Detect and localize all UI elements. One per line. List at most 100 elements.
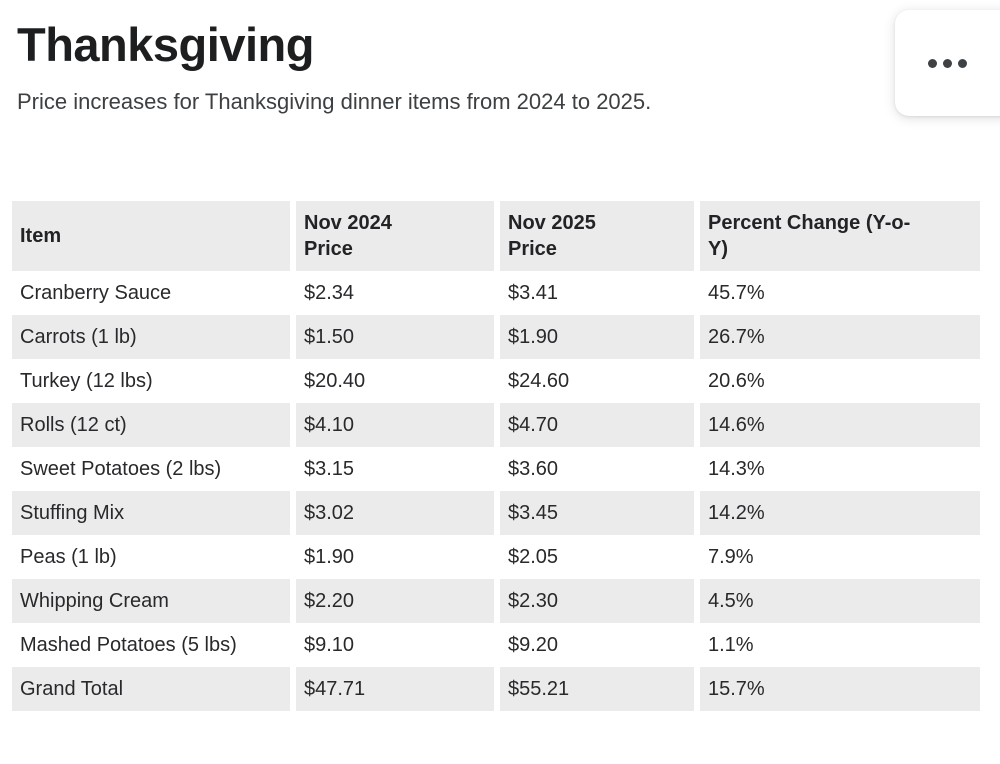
cell-item: Mashed Potatoes (5 lbs) [12, 623, 290, 667]
cell-nov-2024-price: $1.90 [290, 535, 494, 579]
cell-text: $20.40 [304, 370, 366, 392]
cell-nov-2025-price: $9.20 [494, 623, 694, 667]
cell-percent-change: 14.3% [694, 447, 980, 491]
cell-nov-2024-price: $1.50 [290, 315, 494, 359]
cell-text: Whipping Cream [20, 590, 169, 612]
table-row: Whipping Cream $2.20 $2.30 4.5% [12, 579, 980, 623]
table-header-row: Item Nov 2024 Price Nov 2025 Price Perce… [12, 201, 980, 271]
cell-percent-change: 45.7% [694, 271, 980, 315]
cell-text: 45.7% [708, 282, 765, 304]
cell-text: $4.10 [304, 414, 355, 436]
cell-text: $4.70 [508, 414, 559, 436]
cell-text: Peas (1 lb) [20, 546, 117, 568]
cell-nov-2025-price: $4.70 [494, 403, 694, 447]
cell-item: Rolls (12 ct) [12, 403, 290, 447]
cell-nov-2025-price: $3.60 [494, 447, 694, 491]
cell-text: $3.60 [508, 458, 559, 480]
cell-item: Sweet Potatoes (2 lbs) [12, 447, 290, 491]
cell-nov-2024-price: $2.20 [290, 579, 494, 623]
cell-nov-2025-price: $2.30 [494, 579, 694, 623]
cell-text: $3.15 [304, 458, 355, 480]
cell-nov-2025-price: $3.45 [494, 491, 694, 535]
table-row: Turkey (12 lbs) $20.40 $24.60 20.6% [12, 359, 980, 403]
column-header-label: Nov 2024 Price [304, 212, 392, 260]
cell-nov-2025-price: $24.60 [494, 359, 694, 403]
page-subtitle: Price increases for Thanksgiving dinner … [17, 89, 652, 114]
cell-percent-change: 15.7% [694, 667, 980, 711]
cell-nov-2025-price: $55.21 [494, 667, 694, 711]
cell-item: Whipping Cream [12, 579, 290, 623]
cell-percent-change: 14.2% [694, 491, 980, 535]
cell-nov-2024-price: $47.71 [290, 667, 494, 711]
table-row: Peas (1 lb) $1.90 $2.05 7.9% [12, 535, 980, 579]
cell-text: Turkey (12 lbs) [20, 370, 153, 392]
cell-text: 20.6% [708, 370, 765, 392]
cell-text: $2.05 [508, 546, 559, 568]
cell-nov-2024-price: $2.34 [290, 271, 494, 315]
table-row: Mashed Potatoes (5 lbs) $9.10 $9.20 1.1% [12, 623, 980, 667]
cell-text: Stuffing Mix [20, 502, 125, 524]
cell-percent-change: 1.1% [694, 623, 980, 667]
page-title: Thanksgiving [17, 18, 314, 71]
cell-text: $3.02 [304, 502, 355, 524]
column-header-item: Item [12, 201, 290, 271]
cell-text: 14.3% [708, 458, 765, 480]
cell-text: 14.6% [708, 414, 765, 436]
cell-text: Grand Total [20, 678, 124, 700]
table-header: Item Nov 2024 Price Nov 2025 Price Perce… [12, 201, 980, 271]
cell-text: $1.50 [304, 326, 355, 348]
table-row: Sweet Potatoes (2 lbs) $3.15 $3.60 14.3% [12, 447, 980, 491]
cell-text: $2.34 [304, 282, 355, 304]
column-header-percent-change: Percent Change (Y-o-Y) [694, 201, 980, 271]
cell-text: $2.20 [304, 590, 355, 612]
cell-item: Cranberry Sauce [12, 271, 290, 315]
cell-nov-2024-price: $3.02 [290, 491, 494, 535]
cell-item: Peas (1 lb) [12, 535, 290, 579]
cell-item: Grand Total [12, 667, 290, 711]
cell-percent-change: 26.7% [694, 315, 980, 359]
column-header-label: Nov 2025 Price [508, 212, 596, 260]
cell-text: $24.60 [508, 370, 570, 392]
cell-percent-change: 14.6% [694, 403, 980, 447]
cell-text: 4.5% [708, 590, 754, 612]
floating-action-card [895, 10, 1000, 116]
cell-text: 26.7% [708, 326, 765, 348]
ellipsis-icon [957, 58, 967, 68]
table-body: Cranberry Sauce $2.34 $3.41 45.7% Carrot… [12, 271, 980, 711]
table-row: Cranberry Sauce $2.34 $3.41 45.7% [12, 271, 980, 315]
column-header-nov-2024-price: Nov 2024 Price [290, 201, 494, 271]
cell-text: $1.90 [304, 546, 355, 568]
cell-nov-2024-price: $3.15 [290, 447, 494, 491]
cell-text: Mashed Potatoes (5 lbs) [20, 634, 237, 656]
table-row: Stuffing Mix $3.02 $3.45 14.2% [12, 491, 980, 535]
cell-nov-2024-price: $20.40 [290, 359, 494, 403]
cell-text: 14.2% [708, 502, 765, 524]
cell-text: 15.7% [708, 678, 765, 700]
cell-text: Rolls (12 ct) [20, 414, 127, 436]
cell-text: $55.21 [508, 678, 570, 700]
price-table: Item Nov 2024 Price Nov 2025 Price Perce… [12, 201, 980, 711]
cell-text: $3.41 [508, 282, 559, 304]
ellipsis-icon [927, 58, 937, 68]
cell-text: 1.1% [708, 634, 754, 656]
cell-nov-2025-price: $1.90 [494, 315, 694, 359]
cell-text: $3.45 [508, 502, 559, 524]
cell-text: $47.71 [304, 678, 366, 700]
ellipsis-icon [942, 58, 952, 68]
cell-percent-change: 7.9% [694, 535, 980, 579]
table-row: Rolls (12 ct) $4.10 $4.70 14.6% [12, 403, 980, 447]
cell-text: Sweet Potatoes (2 lbs) [20, 458, 222, 480]
cell-nov-2024-price: $4.10 [290, 403, 494, 447]
more-options-button[interactable] [917, 48, 977, 78]
cell-text: $1.90 [508, 326, 559, 348]
cell-text: $9.20 [508, 634, 559, 656]
table-row: Grand Total $47.71 $55.21 15.7% [12, 667, 980, 711]
cell-item: Turkey (12 lbs) [12, 359, 290, 403]
cell-text: Carrots (1 lb) [20, 326, 137, 348]
column-header-nov-2025-price: Nov 2025 Price [494, 201, 694, 271]
cell-percent-change: 4.5% [694, 579, 980, 623]
cell-text: 7.9% [708, 546, 754, 568]
cell-text: $9.10 [304, 634, 355, 656]
cell-nov-2025-price: $2.05 [494, 535, 694, 579]
